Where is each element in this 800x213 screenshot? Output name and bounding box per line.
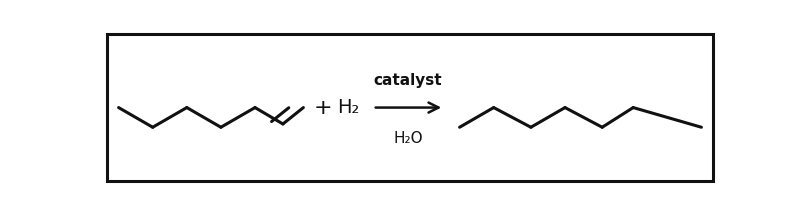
Text: catalyst: catalyst [374, 73, 442, 88]
Text: H₂: H₂ [337, 98, 359, 117]
Text: +: + [314, 98, 333, 118]
Text: H₂O: H₂O [394, 131, 423, 145]
